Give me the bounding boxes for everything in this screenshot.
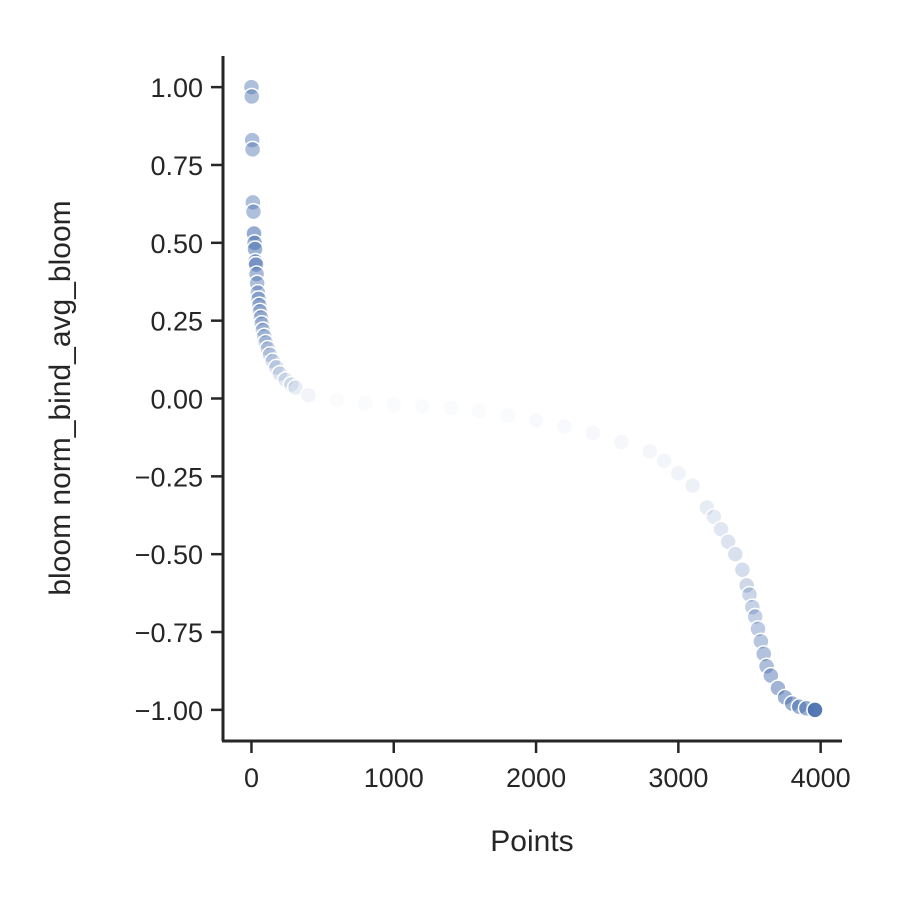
- data-point: [584, 424, 602, 442]
- data-point: [555, 417, 574, 436]
- y-tick-label: 0.75: [150, 151, 203, 181]
- data-point: [641, 442, 659, 461]
- y-tick-label: 0.50: [150, 229, 203, 259]
- data-point: [683, 476, 702, 495]
- data-point: [242, 87, 261, 106]
- y-tick-label: −0.75: [135, 618, 203, 648]
- x-tick-label: 2000: [506, 763, 566, 793]
- data-point: [669, 464, 688, 482]
- data-point: [527, 411, 545, 430]
- data-point: [249, 283, 267, 302]
- data-point: [612, 433, 631, 451]
- data-point: [413, 397, 431, 416]
- data-point: [726, 545, 745, 563]
- x-axis-label: Points: [490, 825, 573, 858]
- data-point: [251, 302, 269, 321]
- data-point: [249, 290, 268, 308]
- data-point: [498, 406, 517, 425]
- x-tick-label: 0: [244, 763, 259, 793]
- x-tick-label: 3000: [648, 763, 708, 793]
- data-point: [242, 78, 261, 96]
- data-point: [244, 202, 263, 221]
- data-point: [286, 378, 305, 397]
- data-point: [757, 657, 776, 676]
- points-layer: [242, 78, 824, 719]
- data-point: [243, 140, 262, 159]
- y-tick-label: 1.00: [150, 73, 203, 103]
- data-point: [698, 498, 716, 517]
- data-point: [470, 402, 488, 420]
- data-point: [243, 131, 261, 149]
- data-point: [356, 394, 375, 412]
- data-point: [250, 296, 269, 314]
- data-point: [244, 193, 262, 212]
- x-tick-label: 4000: [791, 763, 851, 793]
- data-point: [655, 452, 673, 470]
- y-tick-label: 0.00: [150, 385, 203, 415]
- data-point: [247, 255, 265, 274]
- y-axis-label: bloom norm_bind_avg_bloom: [44, 200, 77, 595]
- data-point: [299, 386, 318, 405]
- data-point: [328, 391, 346, 409]
- data-point: [441, 399, 460, 417]
- ticks-layer: 0 1000 2000 3000 4000 1.00 0.75 0.50 0.25 0.00 −0.…: [135, 73, 851, 793]
- y-tick-label: 0.25: [150, 307, 203, 337]
- x-tick-label: 1000: [364, 763, 424, 793]
- y-tick-label: −0.25: [135, 462, 203, 492]
- data-point: [247, 265, 266, 283]
- y-tick-label: −0.50: [135, 540, 203, 570]
- y-tick-label: −1.00: [135, 696, 203, 726]
- data-point: [385, 395, 403, 414]
- data-point: [806, 701, 824, 719]
- data-point: [733, 561, 752, 579]
